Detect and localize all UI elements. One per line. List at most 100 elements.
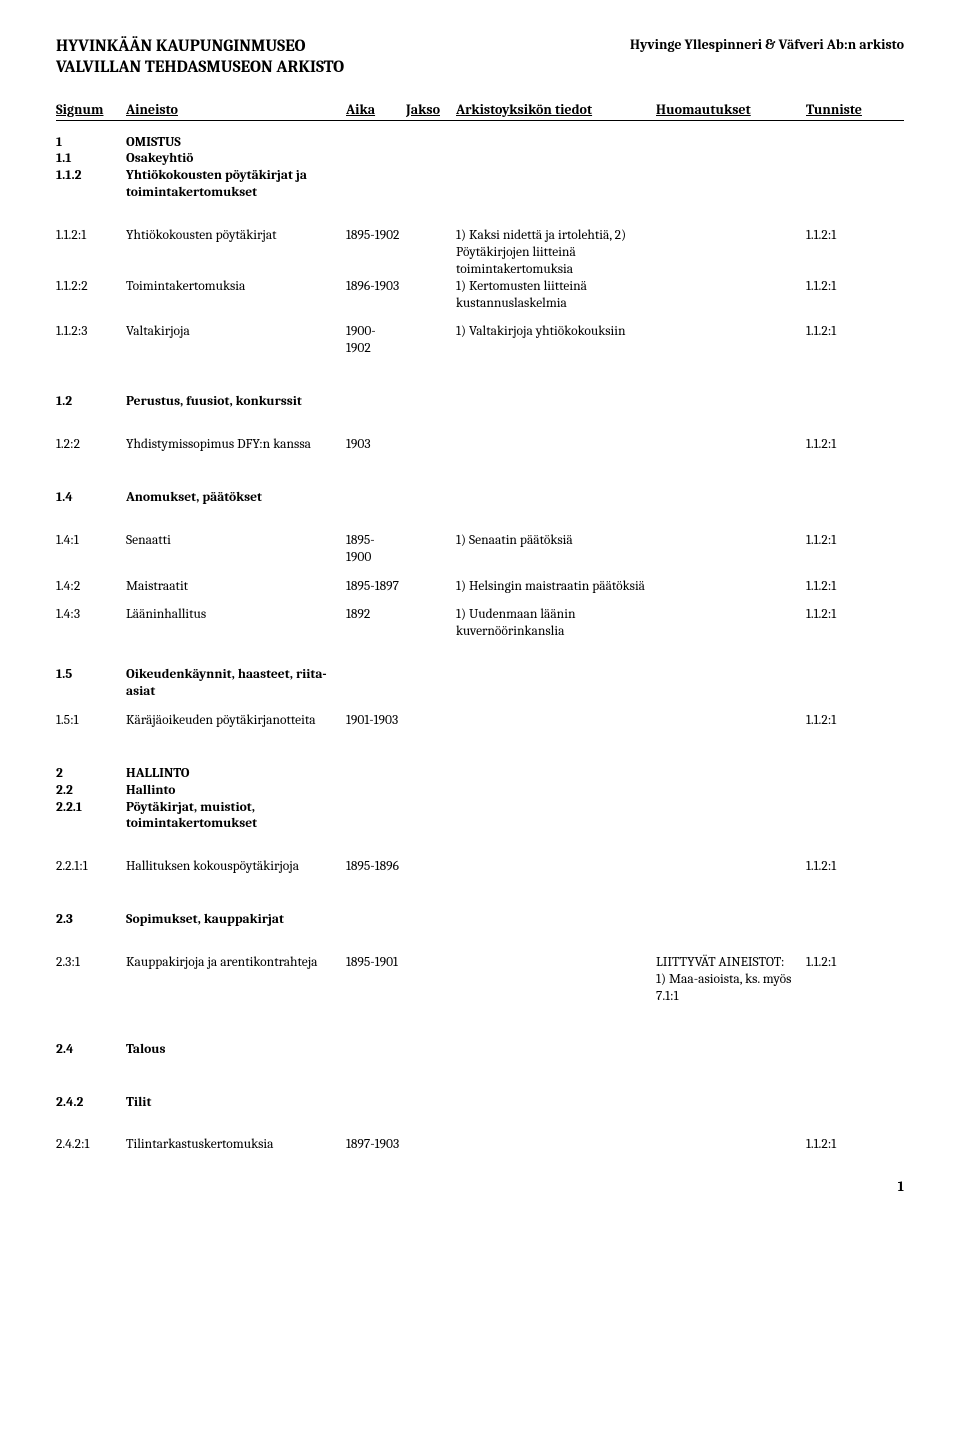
section-row: 1.1.2Yhtiökokousten pöytäkirjat ja toimi… (56, 168, 904, 202)
cell-aineisto: Käräjäoikeuden pöytäkirjanotteita (126, 713, 346, 730)
cell-aika: 1895-1897 (346, 579, 406, 596)
page-number: 1 (56, 1178, 904, 1195)
spacer (56, 507, 904, 533)
cell-aineisto: Yhtiökokousten pöytäkirjat (126, 228, 346, 245)
cell-aika: 1895-1902 (346, 228, 406, 245)
col-aineisto: Aineisto (126, 101, 346, 118)
section-row: 2.2Hallinto (56, 783, 904, 800)
spacer (56, 833, 904, 859)
spacer (56, 358, 904, 394)
cell-signum: 1.1.2:2 (56, 279, 126, 296)
cell-tunniste: 1.1.2:1 (806, 859, 886, 876)
cell-signum: 2 (56, 766, 126, 783)
table-row: 2.4.2:1Tilintarkastuskertomuksia1897-190… (56, 1137, 904, 1154)
cell-signum: 1 (56, 135, 126, 152)
spacer (56, 1006, 904, 1042)
cell-signum: 1.1 (56, 151, 126, 168)
cell-aineisto: Hallituksen kokouspöytäkirjoja (126, 859, 346, 876)
section-row: 2.2.1Pöytäkirjat, muistiot, toimintakert… (56, 800, 904, 834)
cell-signum: 1.4:1 (56, 533, 126, 550)
cell-tunniste: 1.1.2:1 (806, 228, 886, 245)
cell-aika: 1900-1902 (346, 324, 406, 358)
col-signum: Signum (56, 101, 126, 118)
cell-signum: 2.4 (56, 1042, 126, 1059)
col-jakso: Jakso (406, 101, 456, 118)
cell-aineisto: Yhdistymissopimus DFY:n kanssa (126, 437, 346, 454)
table-row: 1.1.2:1Yhtiökokousten pöytäkirjat1895-19… (56, 228, 904, 279)
cell-signum: 2.2.1:1 (56, 859, 126, 876)
cell-aineisto: Maistraatit (126, 579, 346, 596)
cell-signum: 1.5 (56, 667, 126, 684)
table-row: 2.3:1Kauppakirjoja ja arentikontrahteja1… (56, 955, 904, 1006)
cell-aineisto: Yhtiökokousten pöytäkirjat ja toimintake… (126, 168, 346, 202)
cell-aineisto: Oikeudenkäynnit, haasteet, riita-asiat (126, 667, 346, 701)
section-row: 1.5Oikeudenkäynnit, haasteet, riita-asia… (56, 667, 904, 701)
cell-arkisto: 1) Helsingin maistraatin päätöksiä (456, 579, 656, 596)
cell-aika: 1895-1900 (346, 533, 406, 567)
spacer (56, 1059, 904, 1095)
col-tunniste: Tunniste (806, 101, 886, 118)
section-row: 2.4.2Tilit (56, 1095, 904, 1112)
org-title-line2: VALVILLAN TEHDASMUSEON ARKISTO (56, 57, 344, 78)
cell-arkisto: 1) Kaksi nidettä ja irtolehtiä, 2) Pöytä… (456, 228, 656, 279)
table-row: 1.4:2Maistraatit1895-18971) Helsingin ma… (56, 579, 904, 596)
cell-aineisto: Valtakirjoja (126, 324, 346, 341)
cell-signum: 1.2:2 (56, 437, 126, 454)
cell-arkisto: 1) Valtakirjoja yhtiökokouksiin (456, 324, 656, 341)
cell-signum: 2.4.2 (56, 1095, 126, 1112)
cell-signum: 1.4 (56, 490, 126, 507)
cell-tunniste: 1.1.2:1 (806, 579, 886, 596)
section-row: 2HALLINTO (56, 766, 904, 783)
cell-aineisto: Anomukset, päätökset (126, 490, 346, 507)
cell-arkisto: 1) Kertomusten liitteinä kustannuslaskel… (456, 279, 656, 313)
spacer (56, 454, 904, 490)
cell-aineisto: HALLINTO (126, 766, 346, 783)
cell-signum: 1.1.2:1 (56, 228, 126, 245)
cell-aika: 1895-1901 (346, 955, 406, 972)
cell-aineisto: Senaatti (126, 533, 346, 550)
header-row: HYVINKÄÄN KAUPUNGINMUSEO VALVILLAN TEHDA… (56, 36, 904, 79)
cell-signum: 1.2 (56, 394, 126, 411)
org-title-line1: HYVINKÄÄN KAUPUNGINMUSEO (56, 36, 344, 57)
cell-signum: 1.1.2:3 (56, 324, 126, 341)
cell-aika: 1897-1903 (346, 1137, 406, 1154)
section-row: 1.2Perustus, fuusiot, konkurssit (56, 394, 904, 411)
column-header-row: Signum Aineisto Aika Jakso Arkistoyksikö… (56, 101, 904, 121)
cell-aika: 1892 (346, 607, 406, 624)
cell-tunniste: 1.1.2:1 (806, 1137, 886, 1154)
cell-signum: 1.1.2 (56, 168, 126, 185)
cell-signum: 2.3:1 (56, 955, 126, 972)
spacer (56, 411, 904, 437)
spacer (56, 876, 904, 912)
cell-tunniste: 1.1.2:1 (806, 607, 886, 624)
cell-signum: 1.5:1 (56, 713, 126, 730)
spacer (56, 595, 904, 607)
table-row: 1.2:2Yhdistymissopimus DFY:n kanssa19031… (56, 437, 904, 454)
cell-aineisto: OMISTUS (126, 135, 346, 152)
cell-tunniste: 1.1.2:1 (806, 324, 886, 341)
cell-signum: 2.2 (56, 783, 126, 800)
spacer (56, 701, 904, 713)
cell-aika: 1895-1896 (346, 859, 406, 876)
spacer (56, 202, 904, 228)
section-row: 2.3Sopimukset, kauppakirjat (56, 912, 904, 929)
cell-aineisto: Osakeyhtiö (126, 151, 346, 168)
cell-aineisto: Talous (126, 1042, 346, 1059)
cell-aineisto: Tilintarkastuskertomuksia (126, 1137, 346, 1154)
cell-aineisto: Perustus, fuusiot, konkurssit (126, 394, 346, 411)
spacer (56, 567, 904, 579)
cell-aineisto: Tilit (126, 1095, 346, 1112)
cell-aineisto: Sopimukset, kauppakirjat (126, 912, 346, 929)
cell-tunniste: 1.1.2:1 (806, 955, 886, 972)
cell-arkisto: 1) Uudenmaan läänin kuvernöörinkanslia (456, 607, 656, 641)
header-left: HYVINKÄÄN KAUPUNGINMUSEO VALVILLAN TEHDA… (56, 36, 344, 79)
cell-aineisto: Kauppakirjoja ja arentikontrahteja (126, 955, 346, 972)
cell-aineisto: Toimintakertomuksia (126, 279, 346, 296)
rows-container: 1OMISTUS1.1Osakeyhtiö1.1.2Yhtiökokousten… (56, 135, 904, 1155)
table-row: 2.2.1:1Hallituksen kokouspöytäkirjoja189… (56, 859, 904, 876)
section-row: 1OMISTUS (56, 135, 904, 152)
col-arkisto: Arkistoyksikön tiedot (456, 101, 656, 118)
cell-signum: 2.2.1 (56, 800, 126, 817)
cell-tunniste: 1.1.2:1 (806, 279, 886, 296)
cell-aika: 1896-1903 (346, 279, 406, 296)
